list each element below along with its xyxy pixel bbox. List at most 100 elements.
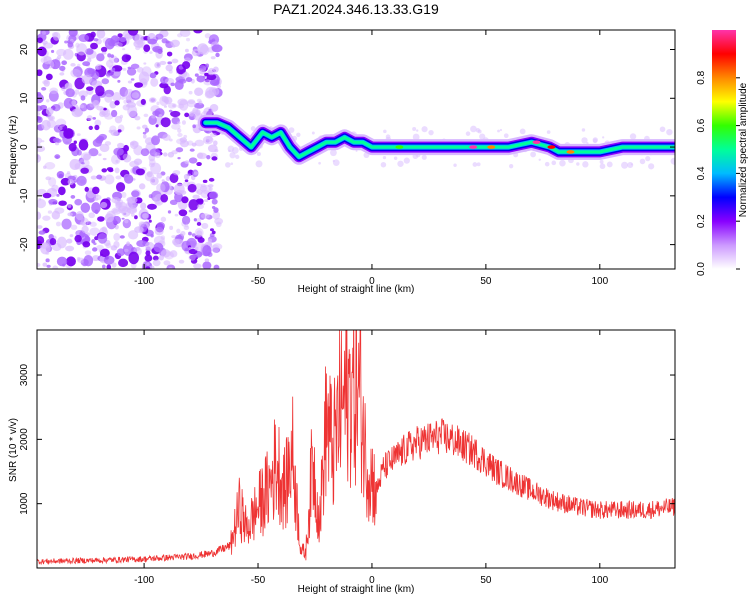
ridge-hotspot bbox=[395, 145, 404, 149]
noise-blob bbox=[104, 174, 115, 185]
noise-blob bbox=[58, 186, 66, 196]
snr-y-ticks: 1000 2000 3000 bbox=[19, 363, 675, 515]
noise-blob bbox=[176, 228, 181, 234]
noise-blob bbox=[37, 37, 43, 44]
faint-point bbox=[412, 133, 420, 141]
noise-blob bbox=[199, 44, 210, 56]
noise-blob bbox=[92, 247, 98, 252]
spectrogram-frame bbox=[36, 29, 676, 270]
noise-blob bbox=[126, 67, 137, 76]
noise-blob bbox=[43, 79, 50, 87]
noise-blob bbox=[68, 30, 78, 37]
noise-blob bbox=[140, 98, 146, 106]
noise-blob bbox=[37, 225, 43, 229]
noise-blob bbox=[124, 219, 129, 224]
noise-blob bbox=[102, 157, 107, 161]
noise-blob bbox=[130, 262, 137, 269]
noise-blob bbox=[41, 30, 47, 36]
noise-blob bbox=[192, 124, 196, 129]
noise-blob bbox=[86, 86, 94, 91]
noise-blob bbox=[174, 192, 184, 203]
noise-blob bbox=[163, 96, 173, 105]
faint-point bbox=[318, 161, 321, 165]
noise-blob bbox=[82, 61, 91, 67]
faint-point bbox=[499, 128, 503, 132]
noise-blob bbox=[93, 38, 99, 42]
noise-blob bbox=[149, 265, 155, 269]
noise-blob bbox=[170, 82, 175, 87]
noise-blob bbox=[178, 78, 187, 84]
noise-blob bbox=[115, 202, 123, 208]
noise-blob bbox=[77, 256, 81, 261]
ridge-hotspot bbox=[469, 145, 478, 149]
noise-blob bbox=[87, 57, 92, 63]
faint-point bbox=[397, 160, 404, 167]
faint-point bbox=[592, 138, 598, 144]
noise-blob bbox=[148, 158, 156, 166]
noise-blob bbox=[202, 179, 208, 184]
faint-point bbox=[472, 162, 478, 167]
noise-blob bbox=[60, 177, 71, 186]
noise-blob bbox=[63, 97, 74, 109]
noise-blob bbox=[50, 49, 55, 54]
snr-y-tick-label: 1000 bbox=[19, 492, 30, 515]
noise-blob bbox=[45, 176, 52, 181]
noise-blob bbox=[95, 85, 105, 97]
noise-blob bbox=[101, 226, 107, 233]
noise-blob bbox=[105, 72, 112, 77]
noise-blob bbox=[194, 73, 199, 77]
noise-blob bbox=[134, 115, 141, 121]
figure-title: PAZ1.2024.346.13.33.G19 bbox=[273, 1, 439, 17]
noise-blob bbox=[93, 99, 100, 107]
noise-blob bbox=[184, 248, 190, 252]
noise-blob bbox=[148, 97, 157, 104]
noise-blob bbox=[193, 30, 203, 34]
noise-blob bbox=[196, 217, 202, 224]
colorbar-tick-label: 0.4 bbox=[696, 166, 707, 180]
noise-blob bbox=[80, 167, 89, 174]
spectrogram-plot-area bbox=[37, 30, 675, 269]
noise-blob bbox=[201, 222, 209, 230]
noise-blob bbox=[121, 191, 127, 198]
noise-blob bbox=[105, 59, 114, 68]
faint-point bbox=[670, 157, 675, 165]
noise-blob bbox=[88, 212, 96, 219]
noise-blob bbox=[184, 179, 189, 183]
snr-x-tick-label: 100 bbox=[591, 575, 608, 586]
noise-blob bbox=[152, 110, 161, 117]
spectrogram-y-label: Frequency (Hz) bbox=[8, 116, 19, 185]
noise-blob bbox=[171, 58, 179, 64]
spectrogram-x-tick-label: -50 bbox=[251, 276, 266, 287]
noise-blob bbox=[79, 104, 85, 109]
noise-blob bbox=[69, 158, 81, 171]
noise-blob bbox=[95, 64, 102, 70]
noise-blob bbox=[111, 197, 121, 204]
noise-blob bbox=[67, 178, 75, 185]
noise-blob bbox=[124, 174, 134, 184]
noise-blob bbox=[152, 255, 159, 261]
noise-blob bbox=[115, 182, 126, 192]
noise-blob bbox=[110, 129, 119, 136]
noise-blob bbox=[80, 202, 91, 213]
faint-point bbox=[330, 149, 337, 157]
noise-blob bbox=[75, 42, 80, 48]
noise-blob bbox=[56, 236, 67, 249]
noise-blob bbox=[71, 99, 77, 106]
noise-blob bbox=[185, 37, 191, 42]
noise-blob bbox=[123, 144, 129, 152]
noise-blob bbox=[185, 77, 193, 83]
noise-blob bbox=[64, 40, 68, 44]
faint-point bbox=[421, 126, 428, 133]
snr-x-tick-label: -50 bbox=[251, 575, 266, 586]
faint-point bbox=[586, 141, 589, 145]
spectrogram-x-tick-label: 0 bbox=[369, 276, 375, 287]
noise-blob bbox=[215, 221, 222, 228]
faint-point bbox=[645, 156, 651, 162]
noise-blob bbox=[159, 60, 167, 65]
faint-point bbox=[355, 149, 358, 152]
noise-blob bbox=[81, 74, 92, 85]
faint-point bbox=[581, 128, 586, 132]
noise-blob bbox=[207, 241, 212, 247]
